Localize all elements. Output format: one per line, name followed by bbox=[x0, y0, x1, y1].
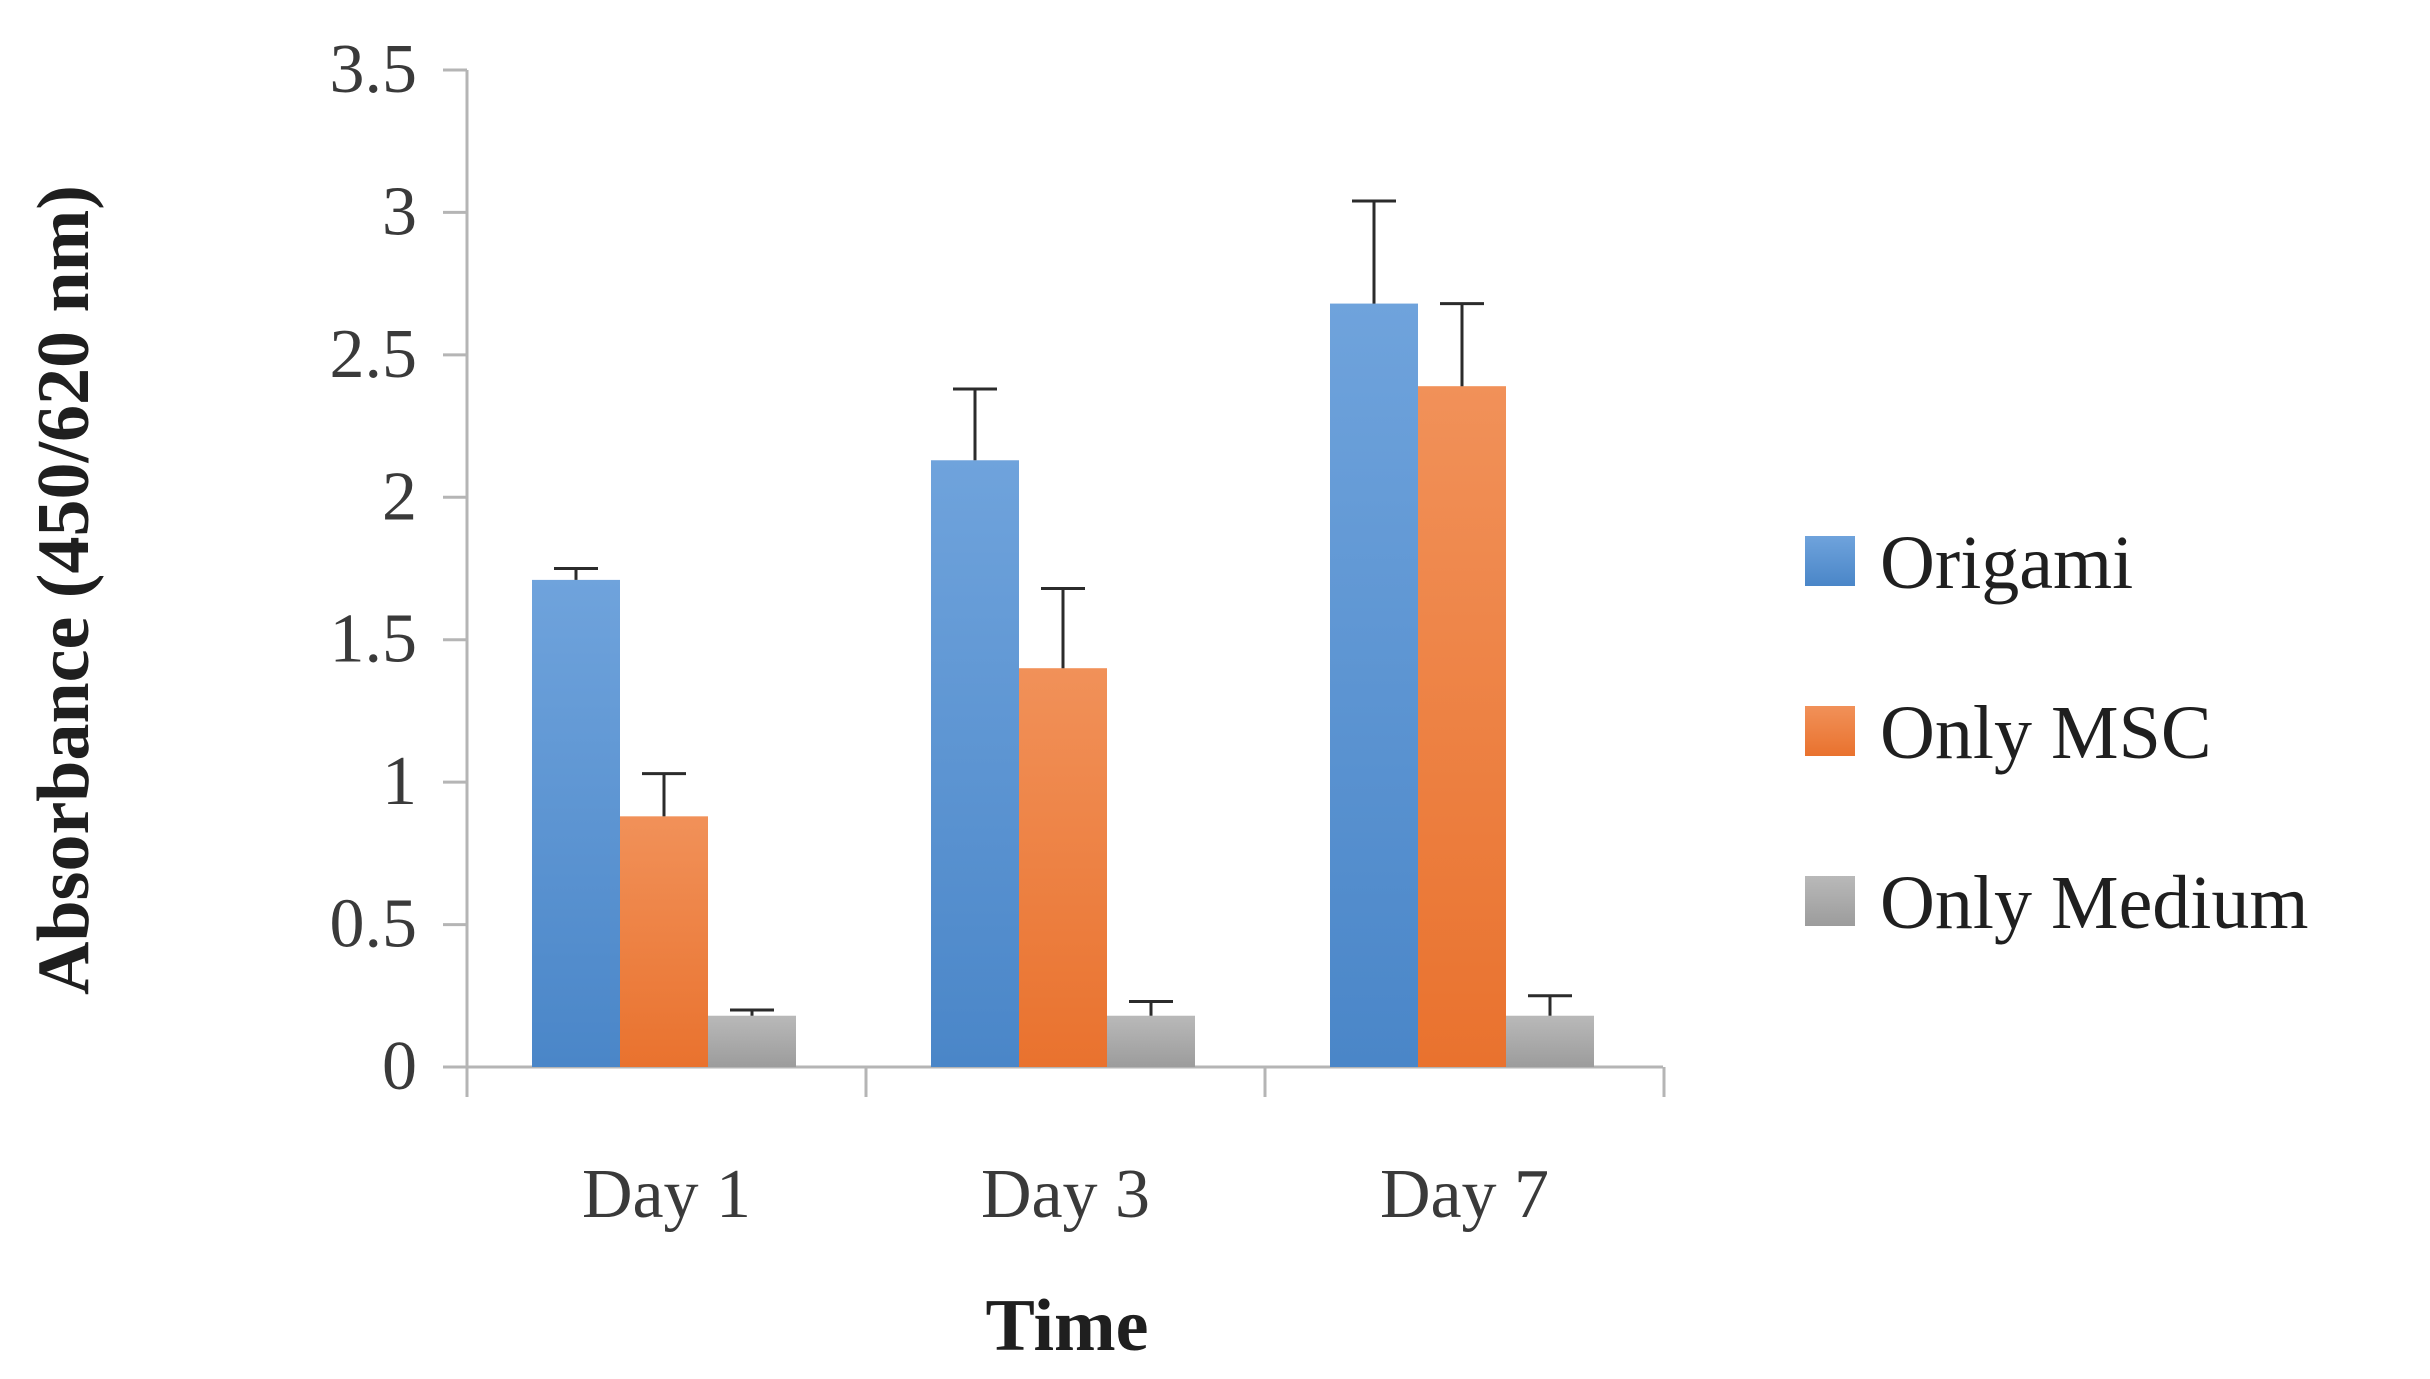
x-tick-label: Day 3 bbox=[981, 1156, 1150, 1233]
legend-swatch-only-msc bbox=[1805, 706, 1855, 756]
legend-label: Only Medium bbox=[1880, 861, 2309, 945]
bar-only-medium bbox=[708, 1015, 796, 1067]
bar-only-msc bbox=[1019, 668, 1107, 1067]
error-bars bbox=[554, 199, 1572, 1016]
y-tick-label: 2 bbox=[382, 458, 417, 535]
y-tick-label: 1.5 bbox=[330, 601, 418, 678]
bar-only-medium bbox=[1506, 1015, 1594, 1067]
legend: Origami Only MSC Only Medium bbox=[1805, 521, 2309, 945]
legend-label: Origami bbox=[1880, 521, 2133, 605]
bar-origami bbox=[532, 579, 620, 1067]
legend-swatch-origami bbox=[1805, 536, 1855, 586]
y-tick-label: 0 bbox=[382, 1028, 417, 1105]
y-tick-label: 3.5 bbox=[330, 31, 418, 108]
y-tick-label: 0.5 bbox=[330, 886, 418, 963]
bar-only-medium bbox=[1107, 1015, 1195, 1067]
bar-origami bbox=[931, 460, 1019, 1067]
y-tick-label: 1 bbox=[382, 743, 417, 820]
x-axis: Day 1 Day 3 Day 7 bbox=[465, 1065, 1666, 1233]
x-axis-title: Time bbox=[985, 1285, 1148, 1367]
y-axis: 0 0.5 1 1.5 2 2.5 3 3.5 bbox=[330, 31, 469, 1105]
bars bbox=[532, 303, 1594, 1068]
bar-only-msc bbox=[620, 816, 708, 1067]
x-tick-label: Day 7 bbox=[1380, 1156, 1549, 1233]
legend-swatch-only-medium bbox=[1805, 876, 1855, 926]
y-axis-title: Absorbance (450/620 nm) bbox=[23, 185, 105, 995]
x-tick-label: Day 1 bbox=[582, 1156, 751, 1233]
legend-label: Only MSC bbox=[1880, 691, 2212, 775]
bar-only-msc bbox=[1418, 386, 1506, 1068]
y-tick-label: 2.5 bbox=[330, 316, 418, 393]
bar-origami bbox=[1330, 303, 1418, 1067]
y-tick-label: 3 bbox=[382, 173, 417, 250]
